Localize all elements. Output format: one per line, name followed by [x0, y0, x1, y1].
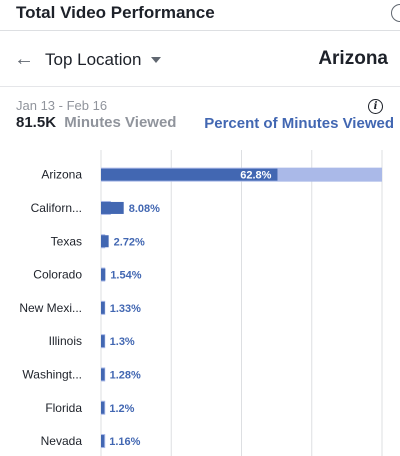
bar-5 — [101, 335, 105, 348]
value-label-4: 1.33% — [110, 303, 141, 315]
info-icon[interactable] — [391, 4, 400, 22]
value-label-8: 1.16% — [109, 436, 140, 448]
dropdown-label: Top Location — [45, 50, 142, 69]
bar-4 — [101, 301, 105, 314]
category-label-5: Illinois — [49, 334, 82, 348]
category-label-8: Nevada — [41, 434, 83, 448]
info-icon[interactable]: i — [368, 99, 383, 114]
metric-label: Minutes Viewed — [64, 114, 177, 131]
value-label-2: 2.72% — [114, 236, 145, 248]
page-title: Total Video Performance — [16, 3, 215, 22]
metric-value: 81.5K — [16, 114, 57, 131]
category-label-1: Californ... — [31, 201, 82, 215]
percent-toggle-link[interactable]: Percent of Minutes Viewed — [204, 115, 394, 132]
value-label-5: 1.3% — [110, 336, 135, 348]
category-label-7: Florida — [45, 401, 82, 415]
value-label-0: 62.8% — [240, 170, 271, 182]
value-label-6: 1.28% — [110, 369, 141, 381]
date-range: Jan 13 - Feb 16 — [16, 98, 108, 113]
title-bar: Total Video Performance — [0, 0, 400, 31]
selected-location: Arizona — [318, 48, 388, 69]
bar-8 — [101, 435, 105, 448]
value-label-1: 8.08% — [129, 203, 160, 215]
value-label-3: 1.54% — [110, 270, 141, 282]
location-bar-chart: Arizona 62.8% Californ... 8.08% Texas 2.72% Co… — [19, 150, 383, 456]
caret-down-icon — [151, 57, 162, 63]
category-label-6: Washingt... — [22, 367, 82, 381]
bar-7 — [101, 401, 105, 414]
bar-1 — [101, 201, 124, 214]
category-label-3: Colorado — [33, 268, 82, 282]
bar-2 — [101, 235, 109, 248]
location-dropdown[interactable]: Top Location — [45, 50, 162, 70]
bar-0 — [101, 168, 278, 181]
category-label-4: New Mexi... — [19, 301, 82, 315]
value-label-7: 1.2% — [109, 403, 134, 415]
location-nav: ← Top Location Arizona — [0, 36, 400, 87]
back-arrow-icon[interactable]: ← — [14, 48, 34, 70]
category-label-0: Arizona — [41, 168, 82, 182]
metric-summary: 81.5K Minutes Viewed — [16, 114, 176, 131]
bar-3 — [101, 268, 106, 281]
category-label-2: Texas — [51, 234, 82, 248]
bar-6 — [101, 368, 105, 381]
